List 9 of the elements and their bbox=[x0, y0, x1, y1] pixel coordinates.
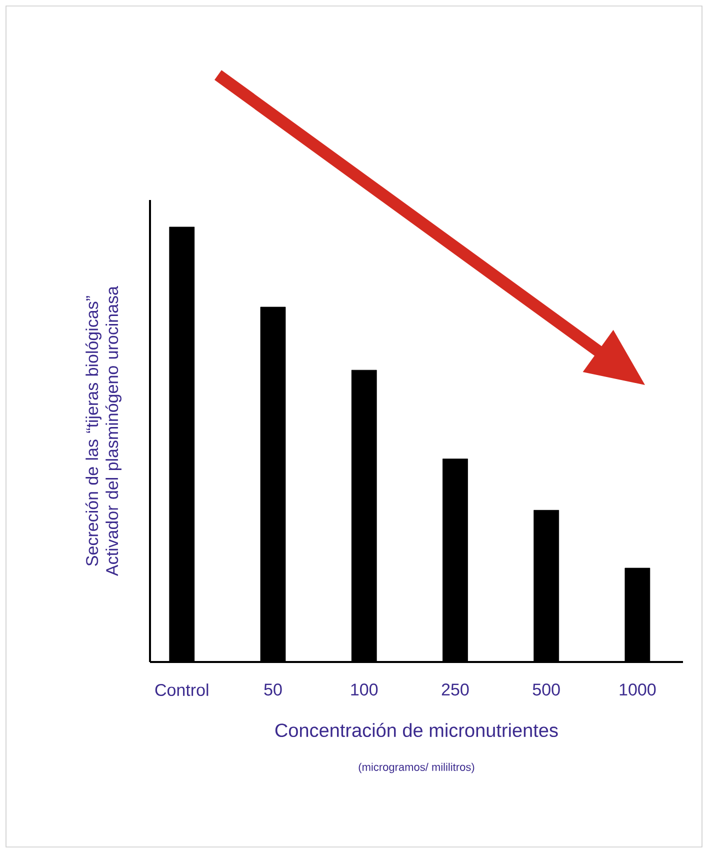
text: (microgramos/ mililitros) bbox=[358, 762, 474, 774]
x-axis-title: Concentración de micronutrientes bbox=[275, 722, 558, 738]
x-tick-label: 500 bbox=[532, 684, 560, 696]
x-tick-label: 50 bbox=[264, 684, 282, 696]
x-tick-label: 250 bbox=[442, 684, 469, 696]
x-tick-label: 100 bbox=[351, 684, 378, 696]
x-tick-label: 1000 bbox=[620, 684, 656, 696]
x-tick-label: Control bbox=[155, 684, 208, 696]
y-axis-title: Secreción de las “tijeras biológicas” Activador del plasminógeno urocinasa bbox=[85, 286, 122, 576]
